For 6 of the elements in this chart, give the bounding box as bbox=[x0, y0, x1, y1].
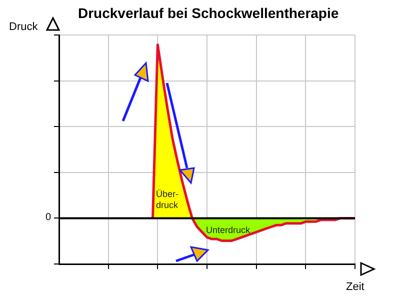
annotation: Unterdruck bbox=[206, 224, 251, 235]
annotation: Über- druck bbox=[156, 188, 179, 210]
ref-line-label: 0 bbox=[45, 212, 52, 223]
chart-title: Druckverlauf bei Schockwellentherapie bbox=[78, 5, 339, 21]
y-axis-title: Druck bbox=[9, 21, 38, 33]
x-axis-title: Zeit bbox=[346, 281, 364, 293]
